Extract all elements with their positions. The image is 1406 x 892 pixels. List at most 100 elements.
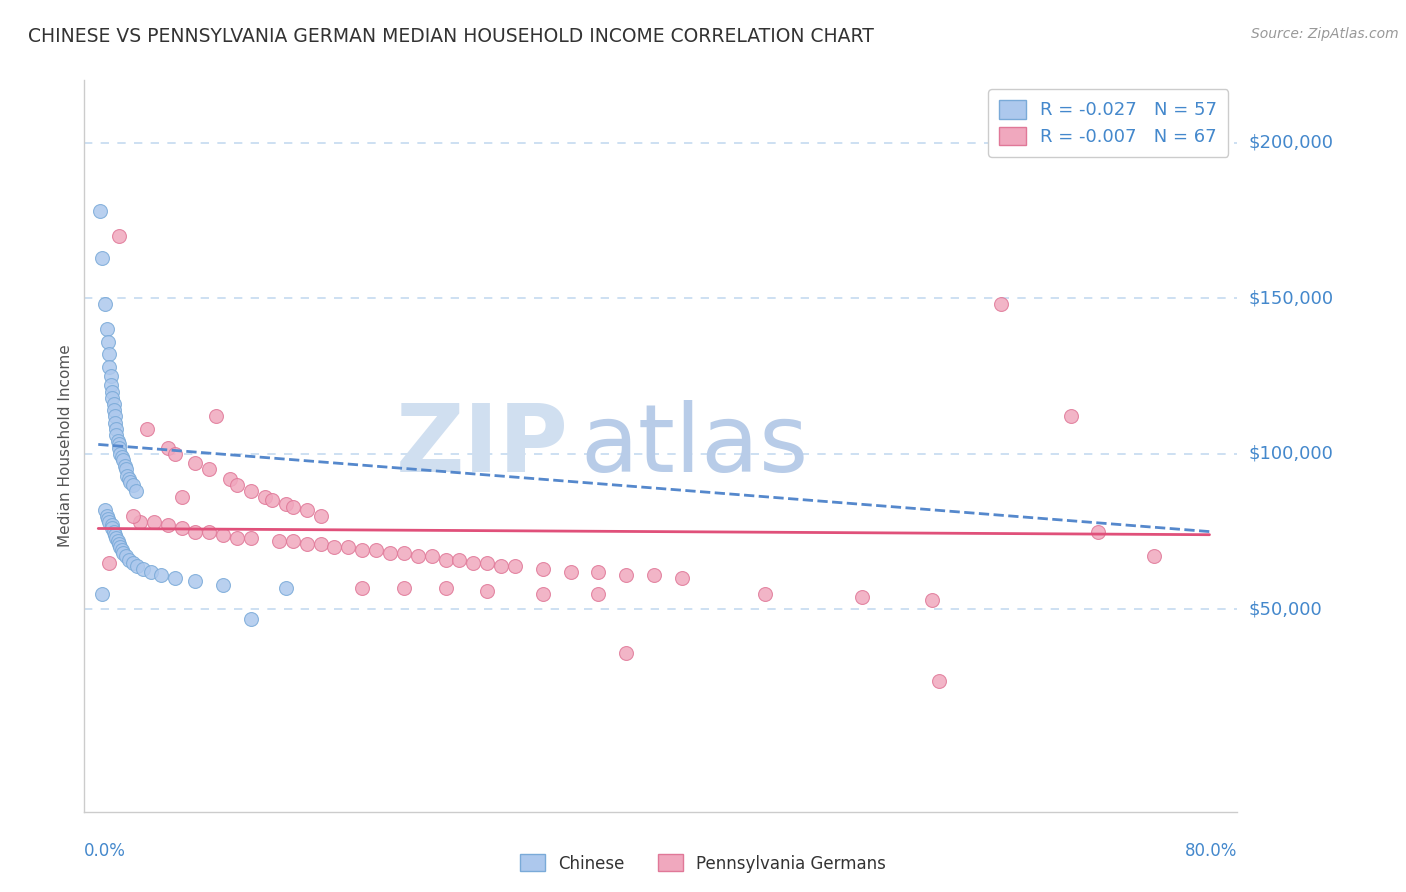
Point <box>103 524 125 539</box>
Point <box>96 509 118 524</box>
Legend: R = -0.027   N = 57, R = -0.007   N = 67: R = -0.027 N = 57, R = -0.007 N = 67 <box>988 89 1229 157</box>
Point <box>184 524 207 539</box>
Point <box>118 472 141 486</box>
Point <box>105 428 128 442</box>
Point <box>990 297 1012 311</box>
Point <box>754 587 776 601</box>
Point <box>226 531 249 545</box>
Point <box>489 558 512 573</box>
Point <box>135 422 157 436</box>
Point <box>337 540 360 554</box>
Point <box>928 673 950 688</box>
Point <box>100 368 122 383</box>
Point <box>253 491 276 505</box>
Point <box>212 527 235 541</box>
Point <box>205 409 228 424</box>
Text: $200,000: $200,000 <box>1249 134 1333 152</box>
Point <box>170 521 193 535</box>
Point <box>1087 524 1109 539</box>
Text: $150,000: $150,000 <box>1249 289 1333 307</box>
Point <box>274 581 297 595</box>
Point <box>101 384 124 399</box>
Point <box>434 581 457 595</box>
Point <box>104 409 127 424</box>
Point <box>142 515 165 529</box>
Point <box>1059 409 1081 424</box>
Text: $100,000: $100,000 <box>1249 445 1333 463</box>
Point <box>921 593 943 607</box>
Point <box>1143 549 1166 564</box>
Point <box>281 533 304 548</box>
Point <box>107 533 129 548</box>
Text: atlas: atlas <box>581 400 808 492</box>
Point <box>125 484 148 499</box>
Point <box>98 347 121 361</box>
Point <box>295 537 318 551</box>
Point <box>104 527 127 541</box>
Point <box>588 565 610 579</box>
Point <box>226 478 249 492</box>
Point <box>103 397 125 411</box>
Point <box>98 515 121 529</box>
Point <box>588 587 610 601</box>
Point <box>352 581 374 595</box>
Text: Source: ZipAtlas.com: Source: ZipAtlas.com <box>1251 27 1399 41</box>
Point <box>364 543 387 558</box>
Point <box>94 503 117 517</box>
Y-axis label: Median Household Income: Median Household Income <box>58 344 73 548</box>
Point <box>115 549 138 564</box>
Point <box>122 509 145 524</box>
Point <box>112 546 135 560</box>
Point <box>112 453 135 467</box>
Point <box>260 493 283 508</box>
Point <box>240 612 263 626</box>
Point <box>295 503 318 517</box>
Point <box>120 475 142 489</box>
Point <box>129 515 152 529</box>
Point <box>108 441 131 455</box>
Point <box>108 437 131 451</box>
Point <box>97 512 120 526</box>
Point <box>101 521 124 535</box>
Point <box>309 509 332 524</box>
Point <box>114 459 136 474</box>
Point <box>503 558 526 573</box>
Point <box>420 549 443 564</box>
Point <box>122 556 145 570</box>
Point <box>392 546 415 560</box>
Point <box>449 552 471 566</box>
Point <box>94 297 117 311</box>
Point <box>477 556 499 570</box>
Point <box>434 552 457 566</box>
Point <box>212 577 235 591</box>
Point <box>198 462 221 476</box>
Text: ZIP: ZIP <box>395 400 568 492</box>
Point <box>104 416 127 430</box>
Point <box>281 500 304 514</box>
Point <box>111 450 134 464</box>
Point <box>98 556 121 570</box>
Point <box>131 562 153 576</box>
Point <box>105 531 128 545</box>
Text: CHINESE VS PENNSYLVANIA GERMAN MEDIAN HOUSEHOLD INCOME CORRELATION CHART: CHINESE VS PENNSYLVANIA GERMAN MEDIAN HO… <box>28 27 875 45</box>
Point <box>198 524 221 539</box>
Legend: Chinese, Pennsylvania Germans: Chinese, Pennsylvania Germans <box>513 847 893 880</box>
Point <box>101 391 124 405</box>
Point <box>463 556 485 570</box>
Point <box>100 378 122 392</box>
Point <box>614 568 637 582</box>
Point <box>118 552 141 566</box>
Point <box>851 590 873 604</box>
Text: $50,000: $50,000 <box>1249 600 1322 618</box>
Point <box>240 484 263 499</box>
Point <box>614 646 637 660</box>
Point <box>406 549 429 564</box>
Text: 80.0%: 80.0% <box>1185 842 1237 860</box>
Point <box>101 518 124 533</box>
Point <box>122 478 145 492</box>
Point <box>156 441 179 455</box>
Point <box>96 322 118 336</box>
Point <box>531 562 554 576</box>
Point <box>149 568 172 582</box>
Point <box>108 228 131 243</box>
